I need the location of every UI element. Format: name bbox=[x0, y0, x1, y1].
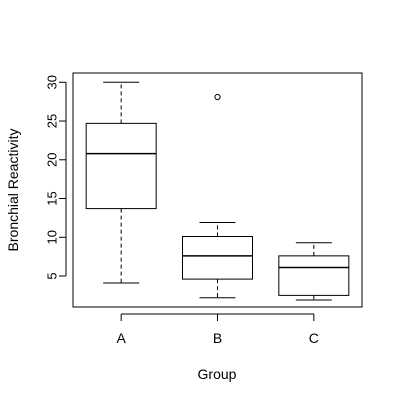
outlier-point bbox=[214, 93, 221, 101]
y-tick-label: 25 bbox=[45, 114, 60, 128]
y-tick-label: 15 bbox=[45, 191, 60, 205]
y-axis-label: Bronchial Reactivity bbox=[5, 129, 21, 252]
x-tick-label: A bbox=[116, 330, 126, 346]
x-axis-label: Group bbox=[198, 366, 237, 382]
y-tick-label: 20 bbox=[45, 153, 60, 167]
x-tick-label: C bbox=[309, 330, 319, 346]
x-axis: A B C bbox=[116, 313, 319, 346]
box-group-a bbox=[85, 81, 157, 284]
iqr-box bbox=[85, 122, 157, 210]
y-tick-label: 5 bbox=[45, 272, 60, 279]
y-tick-label: 30 bbox=[45, 75, 60, 89]
iqr-box bbox=[278, 255, 350, 296]
plot-frame bbox=[72, 72, 363, 308]
boxes-layer bbox=[85, 81, 350, 301]
x-tick-label: B bbox=[213, 330, 222, 346]
y-tick-label: 10 bbox=[45, 230, 60, 244]
box-group-b bbox=[182, 93, 253, 299]
y-axis: 5 10 15 20 25 30 bbox=[45, 75, 67, 280]
box-group-c bbox=[278, 242, 350, 301]
iqr-box bbox=[182, 235, 253, 280]
